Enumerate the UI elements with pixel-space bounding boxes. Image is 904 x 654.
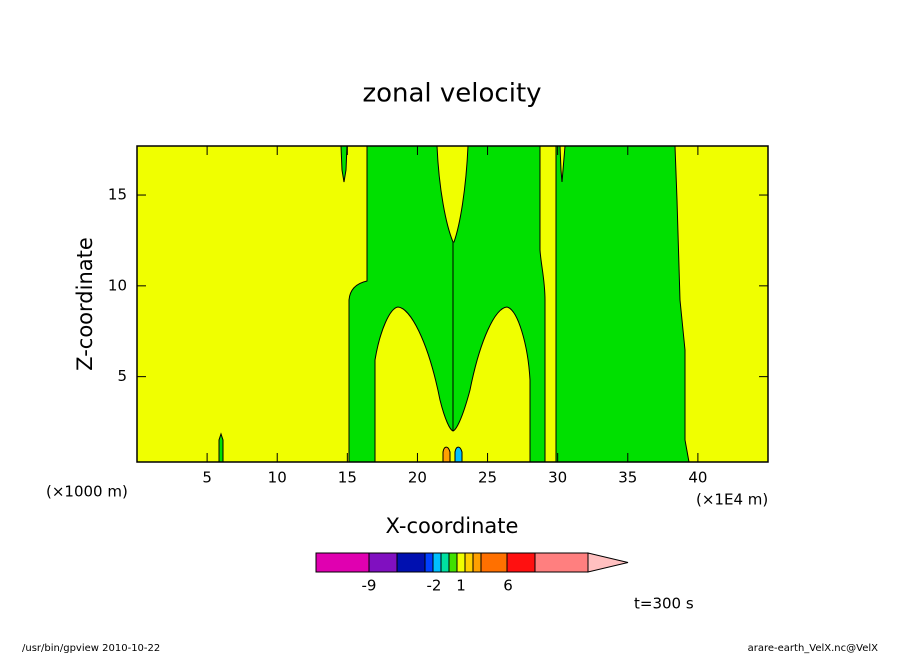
colorbar-segment bbox=[396, 552, 426, 573]
x-tick-label: 15 bbox=[338, 469, 357, 487]
colorbar-segment bbox=[534, 552, 589, 573]
x-tick-label: 5 bbox=[202, 469, 212, 487]
x-unit-note: (×1E4 m) bbox=[696, 491, 768, 509]
colorbar-segment bbox=[456, 552, 466, 573]
colorbar-segment bbox=[315, 552, 370, 573]
colorbar-segment bbox=[424, 552, 434, 573]
colorbar-segment bbox=[368, 552, 398, 573]
x-tick-label: 40 bbox=[688, 469, 707, 487]
contour-region bbox=[436, 145, 469, 243]
plot-frame bbox=[136, 145, 769, 463]
x-tick-label: 30 bbox=[548, 469, 567, 487]
contour-region bbox=[454, 446, 463, 463]
contour-region bbox=[442, 446, 451, 463]
annotation: t=300 s bbox=[634, 595, 694, 613]
colorbar-segment bbox=[480, 552, 508, 573]
colorbar-segment bbox=[440, 552, 450, 573]
colorbar-segment bbox=[464, 552, 474, 573]
colorbar-tick-label: 1 bbox=[456, 577, 466, 595]
footer-left: /usr/bin/gpview 2010-10-22 bbox=[22, 643, 160, 654]
plot-area bbox=[137, 145, 768, 463]
x-tick-label: 25 bbox=[478, 469, 497, 487]
colorbar-segment bbox=[472, 552, 482, 573]
y-tick-label: 15 bbox=[108, 186, 127, 204]
colorbar-arrow bbox=[587, 552, 629, 573]
colorbar-segment bbox=[432, 552, 442, 573]
colorbar-tick-label: -9 bbox=[362, 577, 377, 595]
y-tick-label: 10 bbox=[108, 276, 127, 294]
footer-right: arare-earth_VelX.nc@VelX bbox=[748, 643, 879, 654]
x-tick-label: 10 bbox=[268, 469, 287, 487]
colorbar-segment bbox=[506, 552, 536, 573]
contour-region bbox=[218, 432, 224, 463]
chart-title: zonal velocity bbox=[362, 79, 541, 109]
colorbar-tick-label: 6 bbox=[503, 577, 513, 595]
colorbar-segment bbox=[448, 552, 458, 573]
x-tick-label: 20 bbox=[408, 469, 427, 487]
x-tick-label: 35 bbox=[618, 469, 637, 487]
colorbar-tick-label: -2 bbox=[427, 577, 442, 595]
y-tick-label: 5 bbox=[117, 367, 127, 385]
y-axis-label: Z-coordinate bbox=[73, 237, 97, 371]
x-scale-note: (×1000 m) bbox=[46, 483, 128, 501]
x-axis-label: X-coordinate bbox=[386, 514, 519, 538]
